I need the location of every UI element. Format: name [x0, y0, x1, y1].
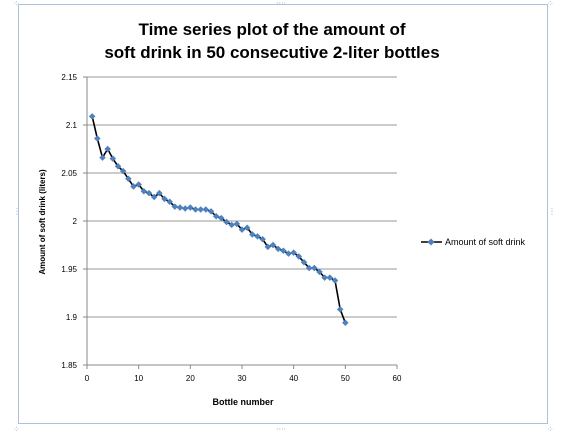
data-point — [99, 154, 106, 161]
data-point — [316, 268, 323, 276]
data-point — [295, 253, 303, 260]
data-point — [109, 155, 117, 162]
data-point — [202, 206, 210, 213]
data-point — [305, 264, 313, 272]
data-point — [249, 231, 256, 238]
x-axis-title: Bottle number — [212, 397, 273, 407]
y-axis-title: Amount of soft drink (liters) — [38, 169, 47, 275]
data-point — [331, 277, 339, 284]
data-point — [176, 204, 184, 211]
series-layer — [88, 113, 349, 327]
x-tick-label: 10 — [134, 374, 143, 383]
y-tick-label: 2.15 — [61, 73, 77, 82]
data-point — [212, 212, 220, 220]
chart-svg: Time series plot of the amount of soft d… — [38, 20, 526, 407]
data-point — [130, 183, 137, 190]
x-tick-label: 0 — [85, 374, 90, 383]
legend-marker-swatch — [427, 238, 435, 246]
data-point — [135, 181, 142, 188]
y-tick-label: 2.05 — [61, 169, 77, 178]
data-point — [223, 218, 230, 226]
data-point — [94, 135, 101, 142]
resize-handle-right[interactable]: ⋮ — [548, 207, 556, 216]
data-point — [88, 113, 96, 120]
resize-handle-top-right[interactable]: ⁘ — [547, 0, 554, 8]
data-point — [238, 226, 246, 233]
data-point — [300, 259, 308, 266]
resize-handle-bottom[interactable]: ···· — [276, 425, 287, 434]
data-point — [119, 167, 127, 175]
legend: Amount of soft drink — [421, 237, 526, 247]
legend-label: Amount of soft drink — [445, 237, 526, 247]
resize-handle-left[interactable]: ⋮ — [13, 207, 21, 216]
data-point — [254, 233, 261, 240]
resize-handle-bottom-right[interactable]: ⁘ — [547, 425, 554, 434]
data-point — [104, 145, 111, 153]
x-tick-label: 40 — [289, 374, 298, 383]
data-point — [342, 319, 349, 327]
data-point — [336, 306, 344, 313]
y-tick-label: 2.1 — [66, 121, 78, 130]
y-tick-label: 1.85 — [61, 361, 77, 370]
chart-title-line-1: Time series plot of the amount of — [139, 20, 406, 39]
grid-layer — [87, 76, 397, 318]
data-point — [145, 189, 153, 197]
data-point — [156, 189, 163, 197]
y-tick-label: 2 — [73, 217, 78, 226]
data-point — [259, 235, 266, 243]
x-tick-label: 30 — [238, 374, 247, 383]
data-point — [280, 247, 287, 255]
data-point — [311, 264, 318, 272]
data-point — [218, 214, 225, 222]
data-point — [187, 204, 194, 211]
data-point — [264, 243, 272, 251]
axis-layer: 1.85 1.9 1.95 2 2.05 2.1 2.15 0 10 20 30 40 50 60 — [61, 73, 402, 383]
data-point — [269, 241, 277, 249]
resize-handle-top[interactable]: ···· — [276, 0, 287, 8]
data-point — [181, 205, 189, 212]
y-tick-label: 1.9 — [66, 313, 78, 322]
chart-area: Time series plot of the amount of soft d… — [18, 4, 548, 424]
data-point — [166, 198, 173, 206]
data-point — [243, 224, 251, 231]
series-line — [91, 116, 347, 324]
data-point — [161, 195, 168, 203]
data-point — [114, 163, 122, 170]
resize-handle-bottom-left[interactable]: ⁘ — [13, 425, 20, 434]
data-point — [290, 249, 297, 256]
data-point — [228, 221, 235, 229]
data-point — [285, 250, 292, 257]
x-tick-label: 50 — [341, 374, 350, 383]
data-point — [150, 193, 158, 201]
data-point — [274, 245, 282, 253]
chart-title-line-2: soft drink in 50 consecutive 2-liter bot… — [104, 43, 439, 62]
data-point — [171, 203, 179, 210]
data-point — [192, 206, 199, 213]
data-point — [321, 274, 328, 281]
data-point — [207, 208, 215, 215]
x-tick-label: 60 — [393, 374, 402, 383]
data-point — [326, 274, 334, 281]
resize-handle-top-left[interactable]: ⁘ — [13, 0, 20, 8]
data-point — [197, 206, 204, 213]
data-point — [233, 220, 241, 228]
x-tick-label: 20 — [186, 374, 195, 383]
y-tick-label: 1.95 — [61, 265, 77, 274]
